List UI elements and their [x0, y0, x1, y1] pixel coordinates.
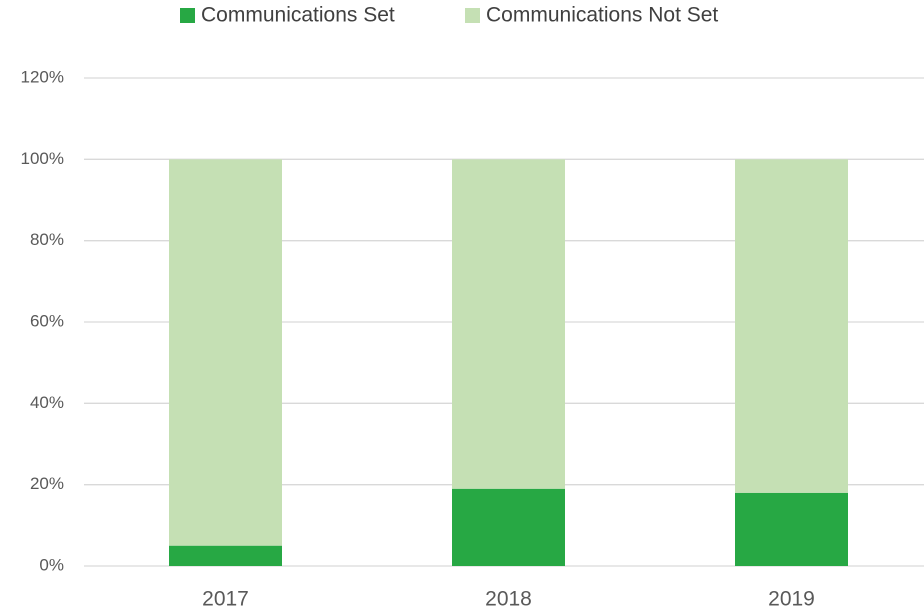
legend-label: Communications Set — [201, 4, 395, 27]
legend-swatch — [180, 8, 195, 23]
legend-swatch — [465, 8, 480, 23]
x-tick-label: 2018 — [485, 588, 532, 611]
y-tick-label: 100% — [21, 149, 64, 168]
y-tick-label: 40% — [30, 393, 64, 412]
y-tick-label: 20% — [30, 474, 64, 493]
bar-segment — [169, 545, 282, 566]
bar-segment — [452, 159, 565, 489]
y-tick-label: 80% — [30, 230, 64, 249]
bar-segment — [735, 159, 848, 493]
y-tick-label: 0% — [39, 555, 64, 574]
bar-segment — [169, 159, 282, 546]
x-tick-label: 2017 — [202, 588, 249, 611]
bar-segment — [735, 492, 848, 566]
legend-label: Communications Not Set — [486, 4, 718, 27]
y-tick-label: 120% — [21, 67, 64, 86]
x-tick-label: 2019 — [768, 588, 815, 611]
bar-segment — [452, 488, 565, 566]
y-tick-label: 60% — [30, 311, 64, 330]
